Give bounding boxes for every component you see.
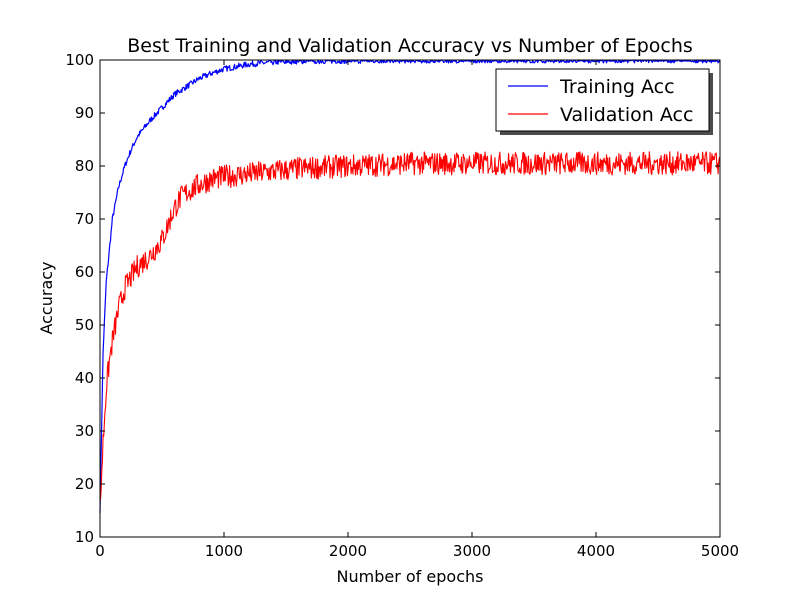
legend-label-training: Training Acc: [559, 76, 675, 98]
y-tick-label: 70: [75, 210, 94, 228]
y-tick-label: 50: [75, 316, 94, 334]
y-tick-label: 10: [75, 528, 94, 546]
y-tick-label: 100: [65, 51, 94, 69]
training-acc-line: [99, 59, 721, 514]
y-axis-label: Accuracy: [37, 261, 56, 334]
y-tick-label: 80: [75, 157, 94, 175]
legend-box: [495, 68, 710, 132]
y-tick-label: 30: [75, 422, 94, 440]
y-tick-label: 90: [75, 104, 94, 122]
legend-label-validation: Validation Acc: [560, 104, 693, 126]
y-tick-label: 60: [75, 263, 94, 281]
x-axis-label: Number of epochs: [337, 567, 484, 586]
legend: Training Acc Validation Acc: [495, 68, 713, 135]
validation-acc-line: [99, 151, 721, 502]
x-tick-label: 1000: [205, 542, 243, 560]
x-tick-label: 3000: [453, 542, 491, 560]
axis-ticks: 0 1000 2000 3000 4000 5000 10 20 30 40 50 60 70 80 90 1…: [65, 51, 739, 560]
y-tick-label: 40: [75, 369, 94, 387]
x-tick-label: 2000: [329, 542, 367, 560]
x-tick-label: 4000: [577, 542, 615, 560]
chart-title: Best Training and Validation Accuracy vs…: [127, 35, 693, 57]
plot-frame: [99, 59, 721, 538]
x-tick-label: 0: [95, 542, 105, 560]
x-tick-label: 5000: [701, 542, 739, 560]
y-tick-label: 20: [75, 475, 94, 493]
plot-lines: [99, 59, 721, 514]
